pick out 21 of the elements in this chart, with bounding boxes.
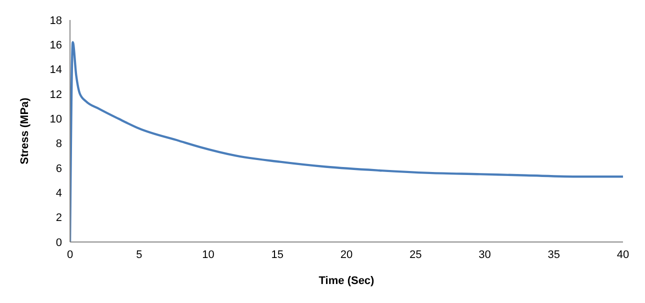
y-tick-label: 4 — [56, 188, 62, 200]
y-tick-label: 12 — [50, 88, 62, 101]
y-tick-label: 18 — [50, 14, 62, 27]
y-tick-label: 8 — [56, 138, 62, 150]
x-tick-label: 5 — [136, 248, 142, 261]
x-tick-label: 30 — [478, 248, 491, 261]
y-tick-label: 6 — [56, 162, 62, 175]
x-tick-label: 15 — [271, 248, 284, 261]
y-tick-label: 0 — [56, 236, 62, 249]
x-tick-label: 0 — [66, 248, 74, 261]
x-tick-label: 10 — [202, 248, 214, 261]
y-axis-title: Stress (MPa) — [18, 97, 31, 164]
y-tick-label: 16 — [50, 40, 62, 52]
y-tick-label: 10 — [50, 114, 62, 126]
x-tick-label: 35 — [548, 248, 560, 261]
x-tick-label: 20 — [340, 248, 353, 261]
y-tick-label: 14 — [50, 64, 62, 76]
y-tick-label: 2 — [56, 212, 62, 224]
x-tick-label: 40 — [616, 248, 630, 261]
x-tick-label: 25 — [410, 248, 422, 261]
x-axis-title: Time (Sec) — [318, 275, 375, 287]
